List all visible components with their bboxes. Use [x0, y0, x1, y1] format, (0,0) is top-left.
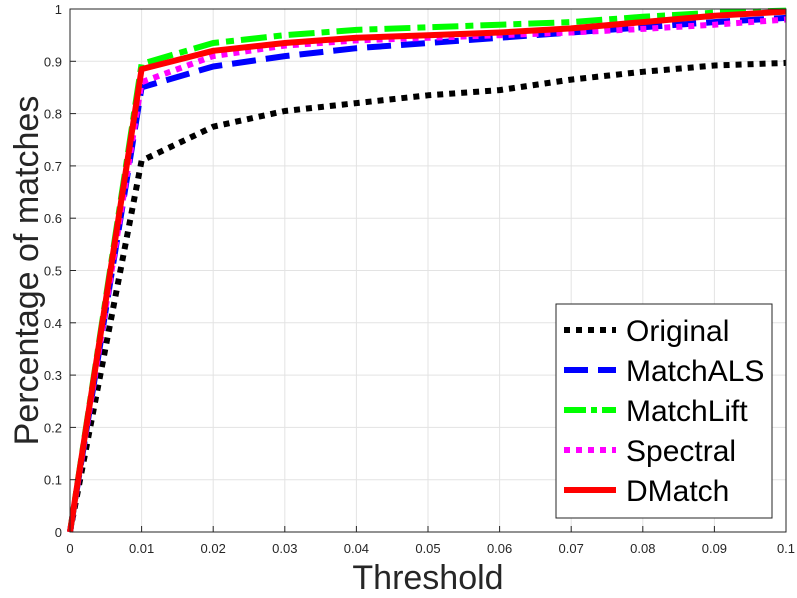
legend-label-original: Original: [626, 315, 729, 348]
x-tick-label: 0.1: [777, 541, 795, 556]
y-tick-label: 0: [55, 525, 62, 540]
y-tick-label: 0.2: [44, 420, 62, 435]
x-axis-label: Threshold: [352, 559, 503, 597]
x-tick-label: 0.01: [129, 541, 154, 556]
y-tick-label: 0.5: [44, 264, 62, 279]
x-tick-label: 0.07: [559, 541, 584, 556]
legend-label-matchals: MatchALS: [626, 355, 764, 388]
y-tick-label: 0.4: [44, 316, 62, 331]
y-tick-label: 0.8: [44, 107, 62, 122]
series-line-dmatch: [67, 8, 787, 533]
y-tick-label: 0.1: [44, 473, 62, 488]
series-lines: [67, 7, 787, 533]
legend-label-spectral: Spectral: [626, 435, 736, 468]
x-tick-label: 0.02: [201, 541, 226, 556]
legend-label-matchlift: MatchLift: [626, 395, 748, 428]
legend: Original MatchALS MatchLift Spectral DMatch: [555, 303, 773, 519]
y-tick-label: 0.7: [44, 159, 62, 174]
y-axis-label: Percentage of matches: [8, 96, 46, 446]
y-tick-label: 0.9: [44, 54, 62, 69]
x-tick-label: 0.09: [702, 541, 727, 556]
x-tick-label: 0.08: [630, 541, 655, 556]
x-tick-label: 0.06: [487, 541, 512, 556]
series-line-original: [67, 59, 787, 533]
legend-label-dmatch: DMatch: [626, 475, 729, 508]
y-tick-label: 1: [55, 2, 62, 17]
y-tick-label: 0.6: [44, 211, 62, 226]
x-tick-label: 0.04: [344, 541, 369, 556]
x-tick-label: 0.05: [415, 541, 440, 556]
x-tick-label: 0.03: [272, 541, 297, 556]
axis-ticks: 0 0.01 0.02 0.03 0.04 0.05 0.06 0.07 0.08 0.09 0.1…: [44, 2, 795, 556]
y-tick-label: 0.3: [44, 368, 62, 383]
x-tick-label: 0: [66, 541, 73, 556]
